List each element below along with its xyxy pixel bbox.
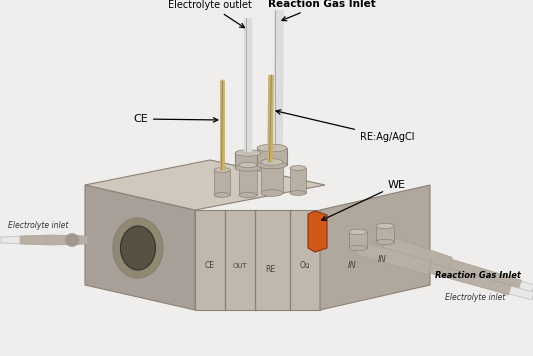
Polygon shape bbox=[449, 259, 521, 290]
Text: CE: CE bbox=[133, 114, 218, 124]
Ellipse shape bbox=[239, 162, 257, 168]
Ellipse shape bbox=[349, 229, 367, 235]
Text: OUT: OUT bbox=[232, 263, 247, 269]
Text: CE: CE bbox=[205, 261, 215, 270]
Polygon shape bbox=[257, 148, 287, 165]
Polygon shape bbox=[85, 160, 325, 210]
Polygon shape bbox=[214, 170, 230, 195]
Ellipse shape bbox=[257, 161, 287, 169]
Ellipse shape bbox=[235, 150, 261, 156]
Ellipse shape bbox=[214, 193, 230, 197]
Polygon shape bbox=[0, 236, 20, 244]
Polygon shape bbox=[429, 263, 511, 295]
Text: IN: IN bbox=[377, 255, 386, 264]
Ellipse shape bbox=[290, 190, 306, 195]
Text: RE:Ag/AgCl: RE:Ag/AgCl bbox=[276, 110, 415, 142]
Ellipse shape bbox=[239, 192, 257, 198]
Polygon shape bbox=[356, 241, 432, 275]
Ellipse shape bbox=[214, 168, 230, 172]
Ellipse shape bbox=[290, 166, 306, 171]
Polygon shape bbox=[320, 185, 430, 310]
Polygon shape bbox=[261, 162, 283, 193]
Text: RE: RE bbox=[265, 265, 275, 274]
Polygon shape bbox=[290, 168, 306, 193]
Polygon shape bbox=[20, 235, 88, 245]
Text: WE: WE bbox=[322, 180, 406, 220]
Text: Electrolyte outlet: Electrolyte outlet bbox=[168, 0, 252, 28]
Polygon shape bbox=[85, 185, 195, 310]
Ellipse shape bbox=[257, 144, 287, 152]
Polygon shape bbox=[239, 165, 257, 195]
Ellipse shape bbox=[65, 234, 79, 246]
Ellipse shape bbox=[261, 159, 283, 165]
Ellipse shape bbox=[113, 218, 163, 278]
Polygon shape bbox=[349, 232, 367, 248]
Polygon shape bbox=[509, 286, 533, 300]
Text: Ou: Ou bbox=[300, 261, 310, 270]
Polygon shape bbox=[195, 210, 320, 310]
Polygon shape bbox=[383, 235, 452, 271]
Ellipse shape bbox=[349, 245, 367, 251]
Polygon shape bbox=[308, 211, 327, 252]
Text: IN: IN bbox=[348, 261, 357, 270]
Text: Reaction Gas Inlet: Reaction Gas Inlet bbox=[268, 0, 376, 21]
Ellipse shape bbox=[235, 165, 261, 171]
Text: Electrolyte inlet: Electrolyte inlet bbox=[8, 221, 68, 230]
Ellipse shape bbox=[120, 226, 156, 270]
Ellipse shape bbox=[376, 239, 394, 245]
Text: Reaction Gas Inlet: Reaction Gas Inlet bbox=[435, 271, 521, 280]
Text: Electrolyte inlet: Electrolyte inlet bbox=[445, 293, 505, 302]
Ellipse shape bbox=[376, 223, 394, 229]
Ellipse shape bbox=[261, 190, 283, 196]
Polygon shape bbox=[519, 281, 533, 293]
Polygon shape bbox=[376, 226, 394, 242]
Polygon shape bbox=[235, 153, 261, 168]
